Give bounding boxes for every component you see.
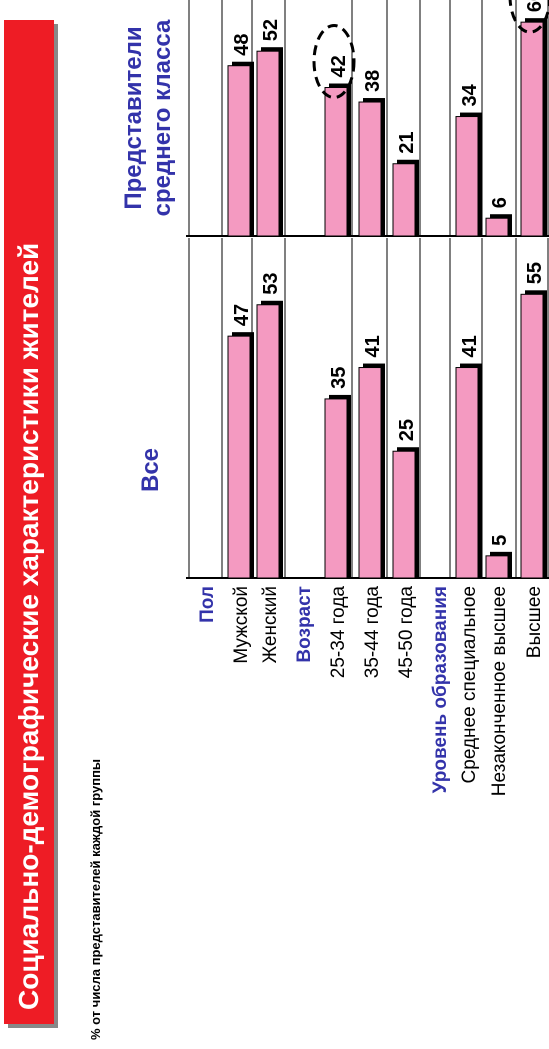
data-label-all: 41 bbox=[459, 335, 481, 357]
bar-all bbox=[392, 450, 416, 579]
data-label-middle: 48 bbox=[231, 33, 253, 55]
bar-all bbox=[324, 398, 348, 579]
bar-all bbox=[358, 367, 382, 579]
panel-title-all: Все bbox=[137, 448, 164, 492]
data-label-middle: 21 bbox=[396, 132, 418, 154]
bar-middle bbox=[520, 21, 544, 237]
category-heading: Возраст bbox=[294, 586, 315, 663]
bar-middle bbox=[324, 87, 348, 237]
page-title: Социально-демографические характеристики… bbox=[13, 243, 44, 1010]
bar-all bbox=[520, 293, 544, 579]
data-label-middle: 52 bbox=[260, 19, 282, 41]
title-background bbox=[4, 20, 54, 1024]
bar-middle bbox=[485, 217, 509, 237]
title-banner: Социально-демографические характеристики… bbox=[4, 20, 58, 1028]
panel-title-middle: Представители bbox=[120, 26, 147, 209]
data-label-all: 25 bbox=[396, 419, 418, 441]
plot-area: Все Представители среднего класса Пол Мужско… bbox=[120, 0, 549, 796]
data-label-all: 53 bbox=[260, 273, 282, 295]
bar-all bbox=[455, 367, 479, 579]
note-text: % от числа представителей каждой группы bbox=[88, 759, 103, 1040]
category-label: 35-44 года bbox=[362, 586, 383, 679]
category-label: Незаконченное высшее bbox=[489, 586, 510, 796]
data-label-middle: 38 bbox=[362, 70, 384, 92]
category-label: Женский bbox=[260, 586, 281, 663]
category-label: Высшее bbox=[524, 586, 545, 658]
category-heading: Уровень образования bbox=[430, 586, 451, 793]
data-label-all: 55 bbox=[524, 262, 546, 284]
bar-middle bbox=[227, 65, 251, 237]
category-label: Среднее специальное bbox=[459, 586, 480, 783]
data-label-all: 47 bbox=[231, 304, 253, 326]
bar-middle bbox=[256, 50, 280, 237]
category-label: 25-34 года bbox=[328, 586, 349, 679]
data-label-all: 41 bbox=[362, 335, 384, 357]
category-label: 45-50 года bbox=[396, 586, 417, 679]
bar-middle bbox=[455, 116, 479, 237]
bar-middle bbox=[392, 163, 416, 237]
data-label-middle: 42 bbox=[328, 55, 350, 77]
panel-title-middle-line2: среднего класса bbox=[149, 19, 176, 216]
bar-middle bbox=[358, 101, 382, 237]
category-heading: Пол bbox=[197, 586, 218, 623]
data-label-middle: 34 bbox=[459, 83, 481, 106]
bar-all bbox=[227, 335, 251, 579]
bar-all bbox=[485, 555, 509, 579]
data-label-middle: 6 bbox=[489, 197, 511, 208]
data-label-all: 5 bbox=[489, 535, 511, 546]
data-label-middle: 60 bbox=[524, 0, 546, 12]
data-label-all: 35 bbox=[328, 367, 350, 389]
bar-all bbox=[256, 304, 280, 579]
category-label: Мужской bbox=[231, 586, 252, 664]
highlight-ring bbox=[312, 24, 356, 100]
